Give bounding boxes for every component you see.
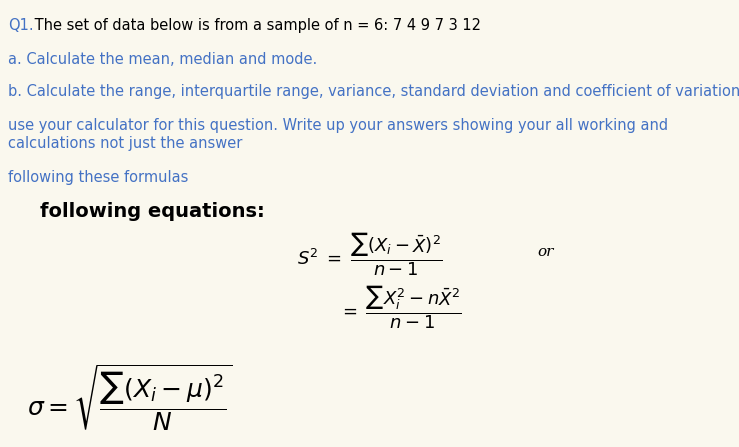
Text: following these formulas: following these formulas <box>8 170 188 185</box>
Text: use your calculator for this question. Write up your answers showing your all wo: use your calculator for this question. W… <box>8 118 668 133</box>
Text: $\sigma = \sqrt{\dfrac{\sum(X_i - \mu)^2}{N}}$: $\sigma = \sqrt{\dfrac{\sum(X_i - \mu)^2… <box>27 363 233 433</box>
Text: $= \;\dfrac{\sum X_i^2 - n\bar{X}^2}{n-1}$: $= \;\dfrac{\sum X_i^2 - n\bar{X}^2}{n-1… <box>338 285 461 331</box>
Text: The set of data below is from a sample of n = 6: 7 4 9 7 3 12: The set of data below is from a sample o… <box>30 18 481 33</box>
Text: calculations not just the answer: calculations not just the answer <box>8 136 242 151</box>
Text: b. Calculate the range, interquartile range, variance, standard deviation and co: b. Calculate the range, interquartile ra… <box>8 84 739 99</box>
Text: Q1.: Q1. <box>8 18 34 33</box>
Text: a. Calculate the mean, median and mode.: a. Calculate the mean, median and mode. <box>8 52 317 67</box>
Text: $S^2 \;=\; \dfrac{\sum(X_i - \bar{X})^2}{n-1}$: $S^2 \;=\; \dfrac{\sum(X_i - \bar{X})^2}… <box>297 232 443 278</box>
Text: or: or <box>537 245 554 259</box>
Text: following equations:: following equations: <box>40 202 265 221</box>
